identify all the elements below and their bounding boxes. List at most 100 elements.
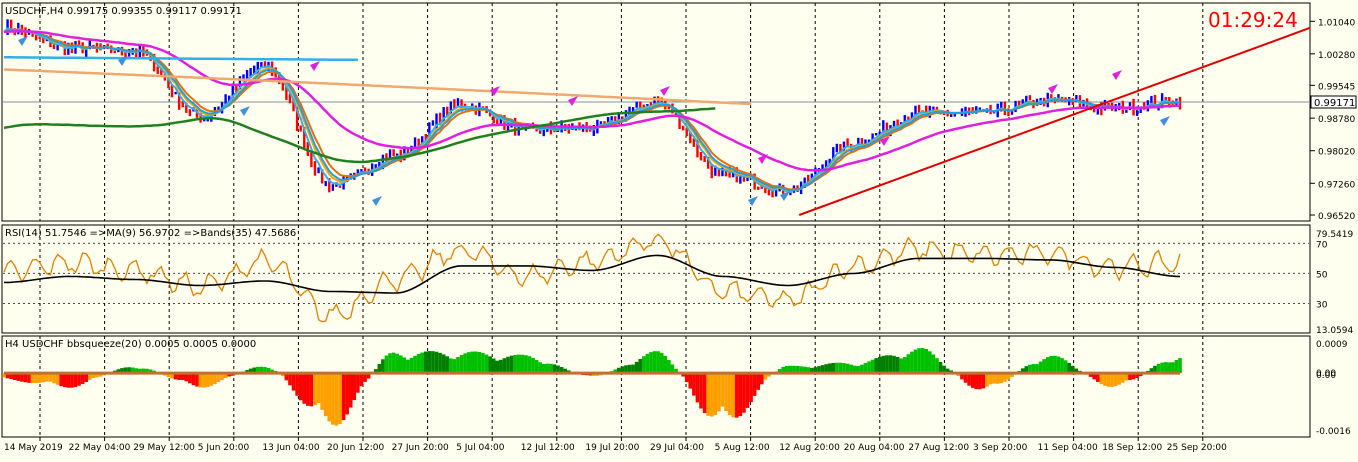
squeeze-bar (424, 352, 428, 374)
squeeze-bar (435, 352, 439, 373)
squeeze-bar (921, 348, 925, 373)
squeeze-bar (867, 361, 871, 373)
squeeze-bar (192, 373, 196, 385)
squeeze-bar (878, 357, 882, 373)
squeeze-bar (1060, 358, 1064, 373)
rsi-panel-title: RSI(14) 51.7546 =>MA(9) 56.9702 =>Bands(… (5, 228, 296, 239)
squeeze-bar (935, 358, 939, 373)
squeeze-bar (842, 363, 846, 373)
squeeze-bar (731, 373, 735, 417)
squeeze-bar (728, 373, 732, 415)
squeeze-bar (646, 354, 650, 373)
squeeze-bar (735, 373, 739, 418)
squeeze-bar (420, 353, 424, 374)
squeeze-bar (345, 373, 349, 414)
price-panel-title: USDCHF,H4 0.99175 0.99355 0.99117 0.9917… (5, 6, 242, 17)
squeeze-bar (385, 356, 389, 374)
squeeze-bar (996, 373, 1000, 384)
squeeze-bar (1175, 360, 1179, 373)
squeeze-bar (864, 363, 868, 373)
squeeze-bar (52, 373, 56, 383)
x-axis-label: 29 May 12:00 (133, 443, 195, 453)
squeeze-bar (77, 373, 81, 386)
squeeze-bar (59, 373, 63, 386)
squeeze-bar (706, 373, 710, 416)
squeeze-bar (531, 358, 535, 373)
squeeze-bar (67, 373, 71, 388)
x-axis-label: 5 Jun 20:00 (198, 443, 250, 453)
squeeze-bar (324, 373, 328, 416)
squeeze-bar (456, 357, 460, 373)
squeeze-y-label: 0.00 (1316, 371, 1336, 381)
server-clock: 01:29:24 (1208, 8, 1298, 32)
squeeze-bar (749, 373, 753, 402)
squeeze-bar (721, 373, 725, 406)
squeeze-bar (485, 355, 489, 374)
squeeze-bar (517, 355, 521, 373)
squeeze-bar (310, 373, 314, 406)
rsi-panel[interactable] (2, 225, 1310, 333)
squeeze-bar (320, 373, 324, 410)
x-axis-label: 12 Jul 12:00 (521, 443, 575, 453)
squeeze-bar (81, 373, 85, 384)
squeeze-bar (481, 353, 485, 373)
squeeze-bar (503, 358, 507, 373)
x-axis-label: 13 Jun 04:00 (262, 443, 319, 453)
squeeze-bar (696, 373, 700, 402)
squeeze-bar (717, 373, 721, 411)
squeeze-bar (510, 356, 514, 373)
squeeze-bar (663, 356, 667, 373)
squeeze-bar (1117, 373, 1121, 384)
x-axis-label: 5 Aug 12:00 (715, 443, 770, 453)
squeeze-bar (831, 363, 835, 373)
price-y-label: 1.01040 (1318, 18, 1355, 28)
squeeze-bar (982, 373, 986, 388)
squeeze-bar (299, 373, 303, 400)
squeeze-bar (924, 349, 928, 373)
squeeze-bar (513, 355, 517, 373)
squeeze-bar (199, 373, 203, 387)
squeeze-bar (467, 352, 471, 373)
squeeze-bar (206, 373, 210, 387)
squeeze-bar (188, 373, 192, 383)
squeeze-bar (74, 373, 78, 387)
squeeze-bar (538, 362, 542, 373)
price-y-label: 0.98780 (1318, 115, 1355, 125)
x-axis-label: 20 Jun 12:00 (327, 443, 384, 453)
squeeze-y-label: -0.0016 (1316, 427, 1351, 437)
squeeze-bar (56, 373, 60, 385)
squeeze-bar (739, 373, 743, 416)
price-y-label: 0.96520 (1318, 212, 1355, 222)
squeeze-bar (692, 373, 696, 395)
squeeze-bar (460, 355, 464, 373)
squeeze-bar (335, 373, 339, 425)
squeeze-bar (392, 353, 396, 374)
squeeze-bar (992, 373, 996, 383)
squeeze-bar (999, 373, 1003, 383)
squeeze-bar (449, 358, 453, 373)
squeeze-bar (688, 373, 692, 389)
squeeze-bar (1164, 362, 1168, 373)
squeeze-bar (978, 373, 982, 389)
squeeze-bar (360, 373, 364, 386)
squeeze-bar (874, 358, 878, 373)
squeeze-bar (327, 373, 331, 421)
squeeze-bar (288, 373, 292, 385)
rsi-y-label: 30 (1316, 301, 1328, 311)
x-axis-label: 29 Jul 04:00 (650, 443, 704, 453)
squeeze-bar (985, 373, 989, 387)
squeeze-bar (302, 373, 306, 404)
rsi-y-label: 50 (1316, 270, 1328, 280)
squeeze-bar (478, 352, 482, 373)
squeeze-bar (910, 352, 914, 373)
squeeze-bar (885, 355, 889, 373)
squeeze-bar (914, 350, 918, 374)
squeeze-bar (1039, 362, 1043, 374)
squeeze-bar (352, 373, 356, 400)
squeeze-bar (871, 360, 875, 373)
squeeze-bar (667, 360, 671, 373)
squeeze-bar (488, 356, 492, 373)
